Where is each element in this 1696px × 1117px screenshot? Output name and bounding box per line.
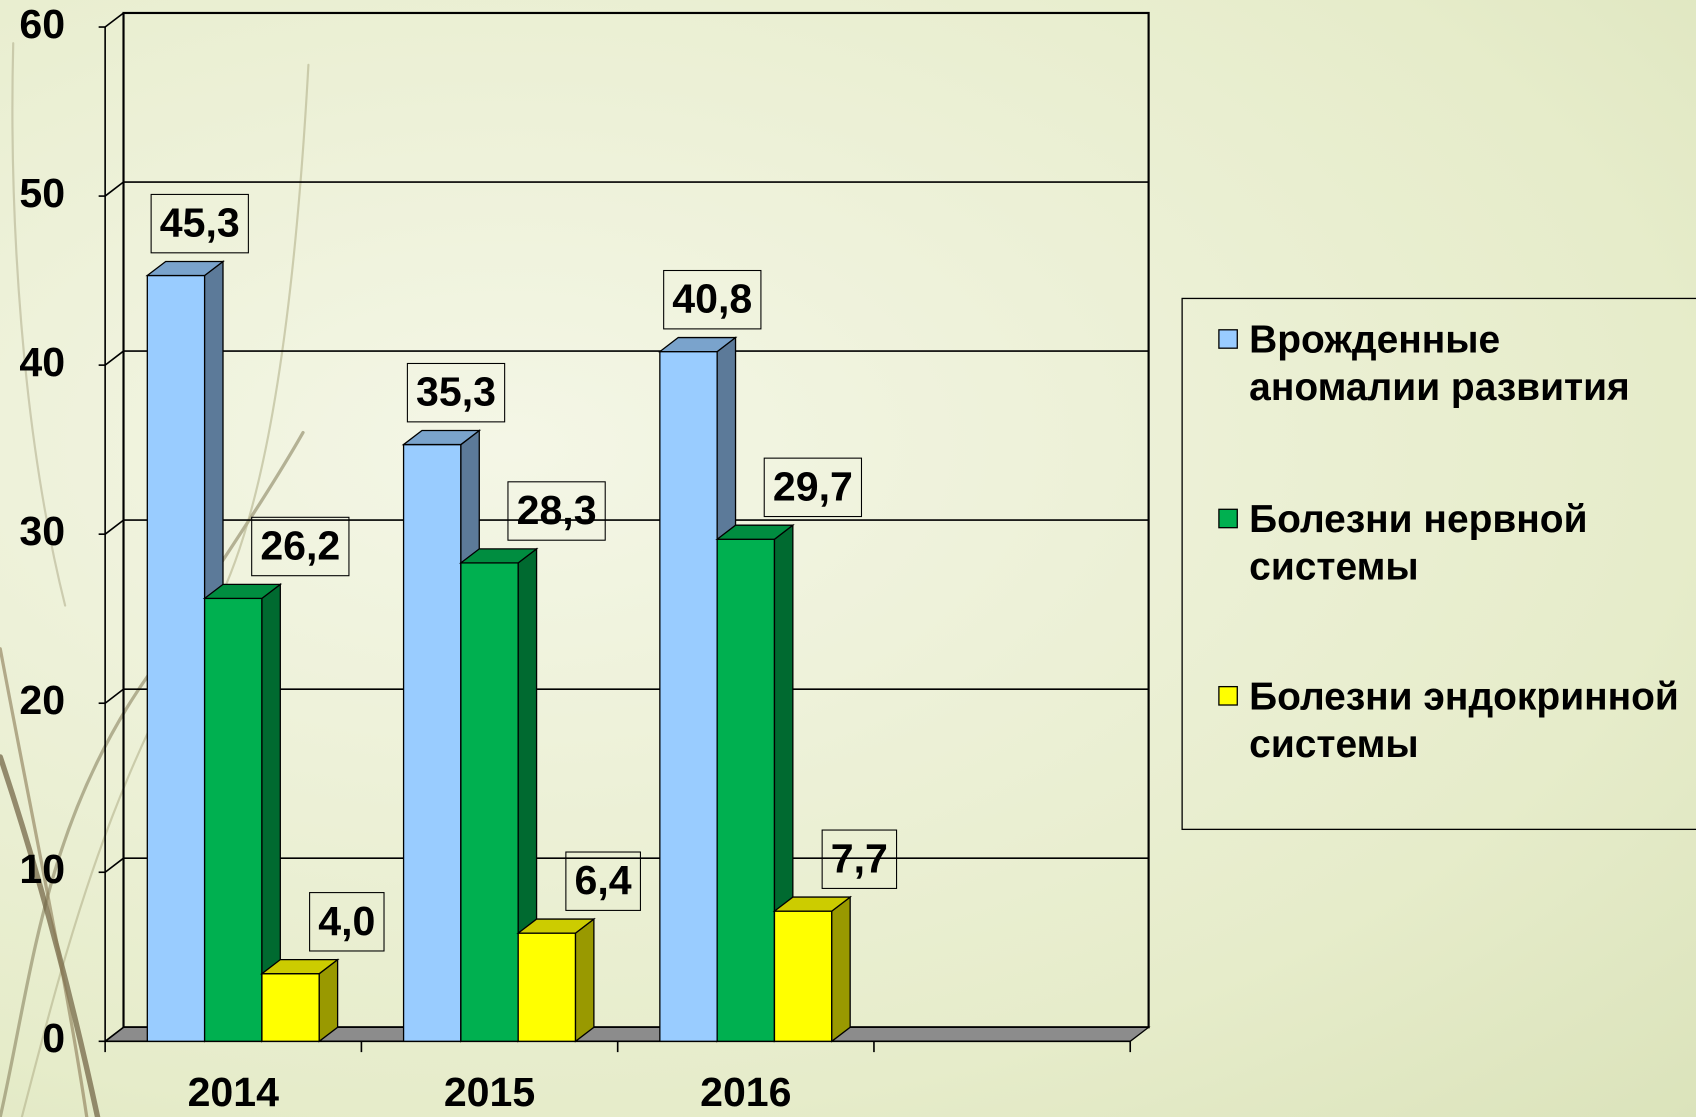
bar [774, 897, 850, 1041]
y-tick-label: 30 [19, 508, 65, 554]
value-label: 4,0 [318, 898, 375, 944]
value-label: 40,8 [672, 276, 752, 322]
legend-swatch [1219, 687, 1237, 705]
bar-front [205, 598, 262, 1041]
x-tick-label: 2015 [444, 1069, 535, 1115]
page: 0 10 20 30 40 50 60 2014 45,3 26,2 4,0 2015 35,3 28,3… [0, 0, 1696, 1117]
legend-label: Болезни эндокринной системы [1249, 673, 1687, 768]
legend: Врожденные аномалии развития Болезни нерв… [1219, 316, 1687, 835]
y-tick-label: 20 [19, 677, 65, 723]
value-label: 7,7 [831, 835, 888, 881]
legend-swatch [1219, 330, 1237, 348]
legend-swatch [1219, 509, 1237, 527]
legend-label-wrap: Врожденные аномалии развития [1249, 316, 1687, 478]
bar-front [147, 276, 204, 1042]
x-tick-label: 2014 [188, 1069, 280, 1115]
y-tick-label: 40 [19, 339, 65, 385]
y-tick-label: 50 [19, 170, 65, 216]
side-grid-line [105, 858, 123, 872]
x-tick-label: 2016 [700, 1069, 791, 1115]
chart: 0 10 20 30 40 50 60 2014 45,3 26,2 4,0 2015 35,3 28,3… [0, 0, 1696, 1117]
value-label: 26,2 [260, 523, 340, 569]
side-grid-line [105, 351, 123, 365]
bar-front [660, 352, 717, 1042]
plot-area: 0 10 20 30 40 50 60 2014 45,3 26,2 4,0 2015 35,3 28,3… [19, 1, 1148, 1115]
bar-front [404, 445, 461, 1042]
bar-front [518, 933, 575, 1041]
bar [262, 960, 338, 1042]
bar [518, 919, 594, 1041]
y-tick-label: 10 [19, 846, 65, 892]
legend-label: Врожденные аномалии развития [1249, 316, 1687, 411]
value-label: 35,3 [416, 369, 496, 415]
bar-side [576, 919, 594, 1041]
bar-front [717, 539, 774, 1041]
side-grid-line [105, 182, 123, 196]
bar-front [774, 911, 831, 1041]
y-tick-label: 0 [42, 1015, 65, 1061]
value-label: 45,3 [160, 200, 240, 246]
value-label: 28,3 [517, 487, 597, 533]
value-label: 6,4 [575, 857, 632, 903]
bar-side [832, 897, 850, 1041]
bar-front [262, 974, 319, 1042]
side-grid-line [105, 13, 123, 27]
value-label: 29,7 [773, 463, 853, 509]
legend-label-wrap: Болезни нервной системы [1249, 495, 1687, 657]
side-grid-line [105, 520, 123, 534]
legend-label: Болезни нервной системы [1249, 495, 1687, 590]
y-tick-label: 60 [19, 1, 65, 47]
legend-label-wrap: Болезни эндокринной системы [1249, 673, 1687, 835]
bar-front [461, 563, 518, 1041]
side-grid-line [105, 689, 123, 703]
